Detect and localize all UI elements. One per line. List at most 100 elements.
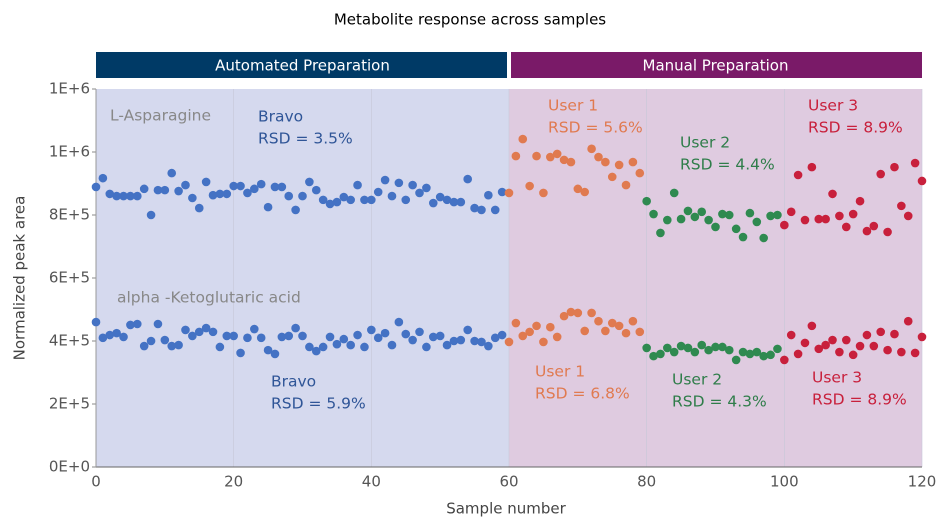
- region: [96, 89, 509, 467]
- annotation: RSD = 4.3%: [672, 393, 767, 411]
- point: [649, 351, 658, 361]
- point: [539, 337, 548, 347]
- point: [704, 345, 713, 355]
- point: [188, 193, 197, 203]
- point: [105, 189, 115, 199]
- point: [291, 323, 300, 333]
- point: [153, 185, 163, 195]
- point: [139, 341, 149, 351]
- point: [883, 227, 892, 237]
- point: [525, 327, 534, 337]
- point: [139, 184, 149, 194]
- point: [394, 317, 404, 327]
- point: [917, 332, 927, 342]
- point: [518, 331, 528, 341]
- point: [835, 211, 844, 221]
- annotation: User 2: [680, 134, 730, 152]
- point: [807, 162, 817, 172]
- point: [428, 198, 438, 208]
- region: [509, 89, 922, 467]
- point: [380, 175, 390, 185]
- point: [422, 183, 431, 193]
- point: [607, 318, 617, 328]
- point: [883, 345, 892, 355]
- point: [263, 345, 273, 355]
- point: [401, 329, 411, 339]
- point: [435, 192, 445, 202]
- point: [208, 190, 218, 200]
- point: [456, 197, 466, 207]
- y-tick-label: 1E+6: [49, 80, 90, 98]
- point: [174, 340, 183, 350]
- point: [869, 221, 879, 231]
- point: [408, 180, 417, 190]
- x-tick-label: 60: [499, 473, 518, 491]
- compound-label: alpha -Ketoglutaric acid: [117, 289, 301, 307]
- point: [504, 337, 514, 347]
- point: [786, 330, 796, 340]
- annotation: User 3: [808, 97, 858, 115]
- point: [422, 342, 431, 352]
- point: [552, 149, 562, 159]
- point: [800, 215, 810, 225]
- point: [91, 182, 101, 192]
- point: [415, 327, 424, 337]
- point: [387, 340, 397, 350]
- point: [601, 326, 610, 336]
- point: [229, 181, 238, 191]
- point: [126, 191, 135, 201]
- y-tick-label: 2E+5: [49, 395, 90, 413]
- point: [607, 172, 617, 182]
- point: [456, 335, 466, 345]
- point: [745, 208, 755, 218]
- point: [559, 155, 569, 165]
- point: [669, 347, 679, 357]
- banner-label: Automated Preparation: [215, 57, 390, 75]
- point: [250, 324, 259, 334]
- annotation: RSD = 8.9%: [808, 119, 903, 137]
- point: [649, 209, 658, 219]
- point: [263, 202, 273, 212]
- point: [669, 188, 679, 198]
- x-tick-label: 120: [908, 473, 937, 491]
- point: [449, 336, 459, 346]
- point: [236, 181, 245, 191]
- point: [284, 331, 294, 341]
- point: [532, 151, 541, 161]
- point: [890, 329, 899, 339]
- x-axis-label: Sample number: [446, 500, 566, 518]
- point: [697, 340, 707, 350]
- point: [208, 327, 218, 337]
- banner-label: Manual Preparation: [643, 57, 789, 75]
- point: [394, 178, 404, 188]
- point: [910, 158, 920, 168]
- point: [119, 191, 128, 201]
- point: [291, 205, 300, 215]
- point: [215, 189, 225, 199]
- point: [587, 144, 596, 154]
- point: [835, 347, 844, 357]
- point: [814, 214, 824, 224]
- point: [724, 210, 734, 220]
- point: [119, 332, 128, 342]
- point: [546, 322, 555, 332]
- point: [601, 157, 610, 167]
- point: [697, 207, 707, 217]
- compound-label: L-Asparagine: [110, 107, 211, 125]
- point: [821, 340, 830, 350]
- point: [690, 347, 700, 357]
- point: [353, 180, 362, 190]
- point: [848, 350, 858, 360]
- point: [532, 321, 541, 331]
- point: [869, 341, 879, 351]
- point: [105, 330, 115, 340]
- point: [484, 190, 493, 200]
- point: [360, 195, 369, 205]
- point: [167, 341, 177, 351]
- point: [229, 331, 238, 341]
- point: [194, 327, 204, 337]
- point: [332, 339, 342, 349]
- point: [146, 336, 156, 346]
- point: [511, 318, 521, 328]
- point: [243, 333, 252, 343]
